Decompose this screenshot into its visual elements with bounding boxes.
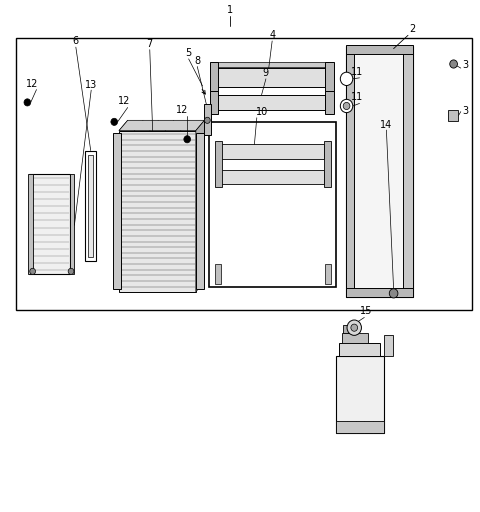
Bar	[448, 110, 458, 121]
Text: 3: 3	[463, 106, 468, 116]
Circle shape	[204, 117, 210, 123]
Text: 11: 11	[351, 92, 363, 102]
Bar	[88, 155, 93, 257]
Text: 8: 8	[194, 55, 200, 66]
Circle shape	[24, 99, 31, 106]
Text: 10: 10	[255, 106, 268, 117]
Text: 12: 12	[26, 78, 39, 89]
Text: 12: 12	[118, 96, 130, 106]
Text: 4: 4	[269, 30, 275, 40]
Text: 5: 5	[185, 48, 192, 58]
Bar	[113, 133, 121, 289]
Bar	[325, 62, 334, 91]
Bar	[85, 151, 96, 261]
Text: 9: 9	[263, 68, 269, 78]
Bar	[16, 38, 472, 310]
Bar	[70, 174, 74, 274]
Circle shape	[343, 102, 350, 110]
Bar	[346, 288, 413, 297]
Bar	[215, 141, 222, 187]
Bar	[343, 325, 358, 333]
Polygon shape	[196, 120, 204, 292]
Bar	[342, 333, 368, 343]
Bar	[325, 91, 334, 114]
Circle shape	[450, 60, 457, 68]
Bar	[196, 133, 204, 289]
Bar	[384, 335, 393, 356]
Circle shape	[340, 99, 353, 113]
Bar	[346, 45, 413, 54]
Text: 12: 12	[176, 104, 189, 115]
Circle shape	[30, 268, 36, 274]
Bar	[204, 104, 211, 135]
Text: 13: 13	[85, 79, 97, 90]
Bar	[215, 264, 221, 284]
Bar	[336, 421, 384, 433]
Polygon shape	[119, 120, 204, 131]
Bar	[210, 62, 218, 91]
Circle shape	[68, 268, 74, 274]
Text: 7: 7	[146, 38, 153, 49]
Bar	[210, 91, 218, 114]
Text: 14: 14	[380, 119, 393, 130]
Bar	[28, 174, 33, 274]
Bar	[29, 174, 70, 274]
Bar	[339, 343, 380, 356]
Bar	[324, 141, 331, 187]
Text: 6: 6	[73, 36, 79, 46]
Bar	[218, 144, 324, 159]
Bar	[209, 122, 336, 287]
Polygon shape	[215, 62, 329, 68]
Circle shape	[184, 136, 191, 143]
Text: 1: 1	[228, 5, 233, 15]
Bar	[215, 68, 325, 87]
Circle shape	[111, 118, 118, 125]
Circle shape	[389, 289, 398, 298]
Bar	[218, 170, 324, 184]
Bar	[336, 356, 384, 433]
Circle shape	[347, 320, 361, 335]
Bar	[215, 95, 325, 110]
Bar	[325, 264, 331, 284]
Text: 15: 15	[360, 306, 372, 316]
Text: 2: 2	[409, 24, 416, 34]
Bar	[346, 46, 354, 297]
Bar	[346, 46, 413, 297]
Circle shape	[351, 324, 358, 331]
Bar	[403, 46, 413, 297]
Circle shape	[340, 72, 353, 86]
Text: 3: 3	[463, 60, 468, 70]
Text: 11: 11	[351, 67, 363, 77]
Bar	[119, 131, 196, 292]
